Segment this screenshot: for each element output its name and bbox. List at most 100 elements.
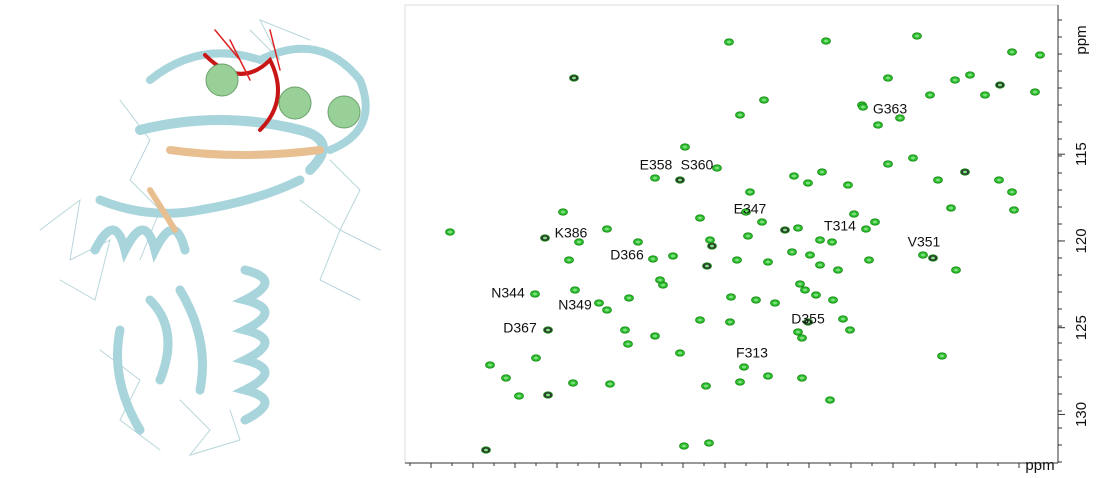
y-axis-unit: ppm xyxy=(1073,25,1090,54)
peak-core xyxy=(806,182,810,185)
peak-core xyxy=(830,241,834,244)
peak-core xyxy=(936,179,940,182)
peak-label: D367 xyxy=(503,320,537,336)
peak-core xyxy=(940,355,944,358)
peak-core xyxy=(867,259,871,262)
peak-core xyxy=(800,377,804,380)
peak-core xyxy=(997,179,1001,182)
y-tick-label: 125 xyxy=(1073,315,1090,340)
peak-core xyxy=(661,284,665,287)
peak-core xyxy=(886,77,890,80)
peak-core xyxy=(682,445,686,448)
peak-core xyxy=(708,239,712,242)
peak-core xyxy=(1010,51,1014,54)
peak-core xyxy=(729,296,733,299)
peak-core xyxy=(543,237,547,240)
peak-core xyxy=(683,146,687,149)
peak-label: D355 xyxy=(791,311,825,327)
peak-core xyxy=(572,77,576,80)
peak-core xyxy=(698,217,702,220)
peak-core xyxy=(727,41,731,44)
peak-label: F313 xyxy=(736,345,768,361)
peak-core xyxy=(836,269,840,272)
peak-core xyxy=(735,259,739,262)
peak-core xyxy=(608,383,612,386)
peak-core xyxy=(820,171,824,174)
peak-core xyxy=(928,94,932,97)
peak-core xyxy=(567,259,571,262)
peak-core xyxy=(792,175,796,178)
peak-core xyxy=(921,254,925,257)
peak-core xyxy=(808,254,812,257)
peak-core xyxy=(710,245,714,248)
peak-label: V351 xyxy=(908,234,941,250)
y-tick-label: 130 xyxy=(1073,402,1090,427)
peak-core xyxy=(534,357,538,360)
peak-core xyxy=(931,257,935,260)
peak-core xyxy=(818,239,822,242)
peak-core xyxy=(949,207,953,210)
peak-core xyxy=(953,79,957,82)
peak-core xyxy=(746,235,750,238)
peak-core xyxy=(848,329,852,332)
y-tick-label: 115 xyxy=(1073,142,1090,166)
peak-core xyxy=(546,329,550,332)
peak-core xyxy=(626,343,630,346)
peak-core xyxy=(1038,54,1042,57)
peak-label: T314 xyxy=(824,218,856,234)
peak-core xyxy=(698,319,702,322)
peak-core xyxy=(546,394,550,397)
protein-structure xyxy=(40,20,380,455)
peak-core xyxy=(1010,191,1014,194)
peak-core xyxy=(1012,209,1016,212)
peak-core xyxy=(818,264,822,267)
peak-core xyxy=(911,157,915,160)
peak-core xyxy=(873,221,877,224)
peak-label: E347 xyxy=(734,201,767,217)
peak-label: E358 xyxy=(640,157,673,173)
peak-core xyxy=(705,265,709,268)
peak-core xyxy=(898,117,902,120)
peak-core xyxy=(760,221,764,224)
peak-label: N349 xyxy=(558,297,592,313)
peak-core xyxy=(504,377,508,380)
peak-core xyxy=(605,228,609,231)
peak-label: G363 xyxy=(873,101,907,117)
peak-core xyxy=(678,179,682,182)
peak-core xyxy=(728,321,732,324)
peak-core xyxy=(658,279,662,282)
peak-label: D366 xyxy=(610,247,644,263)
peak-core xyxy=(798,283,802,286)
peak-core xyxy=(803,289,807,292)
peak-core xyxy=(636,241,640,244)
peak-core xyxy=(983,94,987,97)
peak-core xyxy=(831,299,835,302)
peak-core xyxy=(852,213,856,216)
peak-label: N344 xyxy=(491,285,525,301)
peak-core xyxy=(653,335,657,338)
peak-core xyxy=(448,231,452,234)
peak-core xyxy=(963,171,967,174)
peak-core xyxy=(707,442,711,445)
peak-core xyxy=(561,211,565,214)
peak-core xyxy=(766,261,770,264)
peak-core xyxy=(605,309,609,312)
peak-core xyxy=(484,449,488,452)
peak-core xyxy=(886,163,890,166)
peak-core xyxy=(800,337,804,340)
x-axis-unit: ppm xyxy=(1025,457,1054,473)
peak-core xyxy=(954,269,958,272)
peak-core xyxy=(790,251,794,254)
peak-core xyxy=(766,375,770,378)
peak-core xyxy=(738,114,742,117)
figure: 115120125130 E358S360G363E347T314K386V35… xyxy=(0,0,1103,473)
peak-core xyxy=(754,299,758,302)
peak-core xyxy=(861,106,865,109)
peak-core xyxy=(876,124,880,127)
peak-label: K386 xyxy=(555,225,588,241)
spectrum-frame xyxy=(405,5,1058,463)
peak-core xyxy=(738,381,742,384)
peak-core xyxy=(651,258,655,261)
peak-core xyxy=(671,255,675,258)
